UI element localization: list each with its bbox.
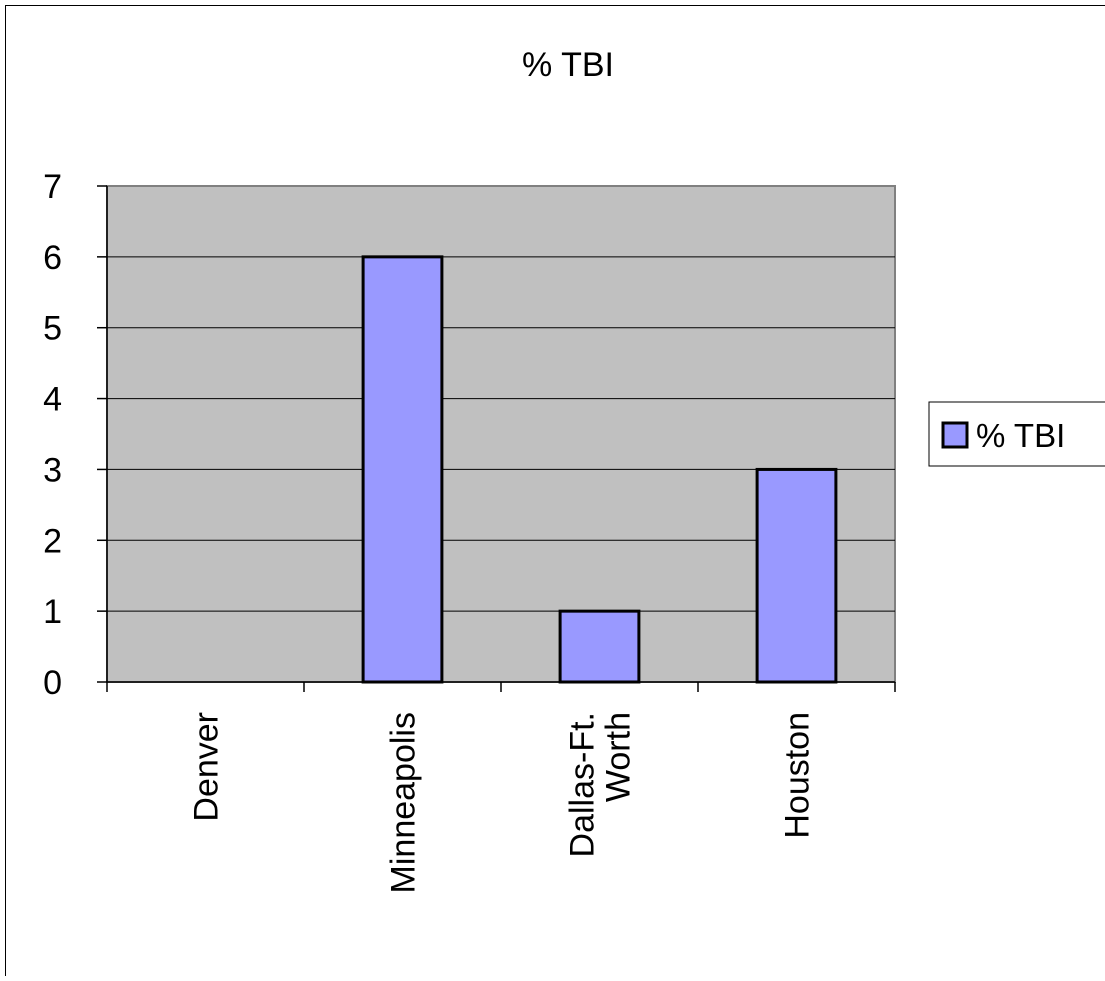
x-tick-label-line: Minneapolis	[385, 712, 423, 893]
y-tick-label: 1	[43, 593, 62, 631]
bar	[757, 469, 836, 682]
x-tick-label-line: Houston	[779, 712, 817, 839]
x-tick-label: Minneapolis	[385, 712, 423, 893]
bar	[560, 611, 639, 682]
legend: % TBI	[929, 402, 1105, 466]
y-tick-label: 0	[43, 664, 62, 702]
legend-label: % TBI	[976, 417, 1065, 454]
x-tick-label: Houston	[779, 712, 817, 839]
y-tick-label: 5	[43, 310, 62, 348]
y-tick-label: 2	[43, 522, 62, 560]
legend-swatch	[943, 423, 967, 447]
chart-title: % TBI	[522, 46, 614, 84]
x-tick-label-line: Denver	[188, 712, 226, 822]
y-tick-label: 6	[43, 239, 62, 277]
x-tick-label-line: Worth	[600, 712, 638, 802]
bar	[363, 257, 442, 682]
x-tick-label: Denver	[188, 712, 226, 822]
y-tick-label: 4	[43, 381, 62, 419]
x-tick-label-line: Dallas-Ft.	[564, 712, 602, 857]
y-tick-label: 3	[43, 451, 62, 489]
y-tick-label: 7	[43, 168, 62, 206]
